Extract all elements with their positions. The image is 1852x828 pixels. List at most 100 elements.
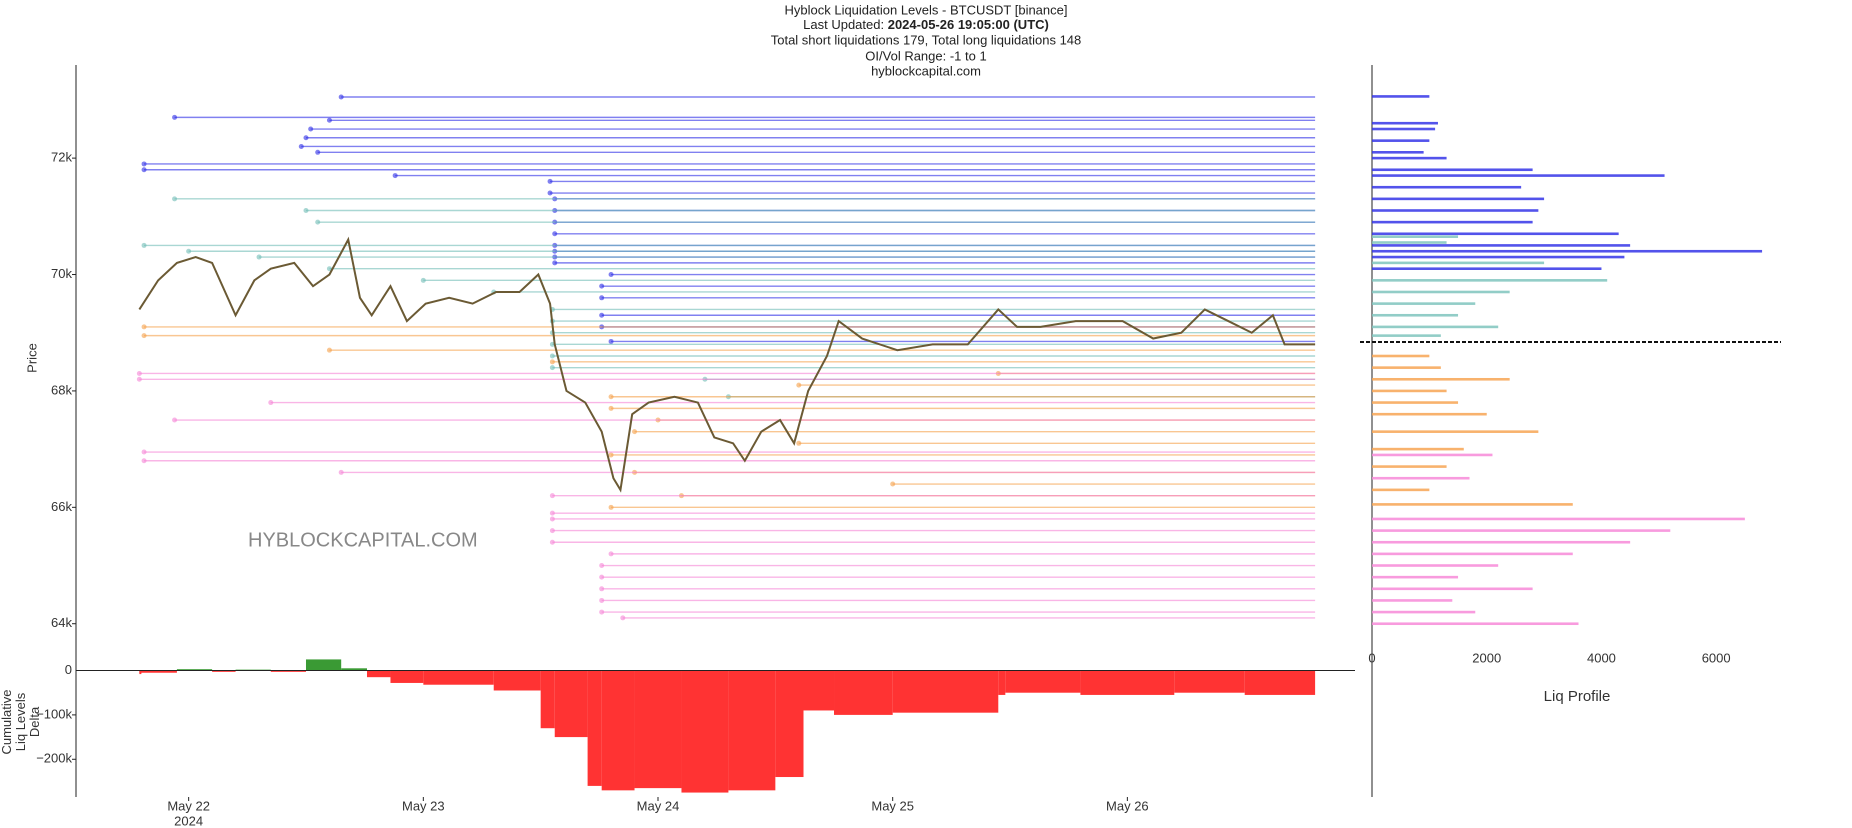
liq-level-start <box>890 481 896 487</box>
liq-level-start <box>303 135 309 141</box>
liq-level-start <box>392 173 398 179</box>
liq-level-start <box>599 283 605 289</box>
liq-level-start <box>608 551 614 557</box>
updated-label: Last Updated: <box>803 17 884 32</box>
liq-level-start <box>315 149 321 155</box>
liq-level-start <box>549 493 555 499</box>
delta-bar <box>493 670 541 691</box>
profile-bar <box>1372 430 1539 433</box>
profile-bar <box>1372 587 1533 591</box>
delta-bar <box>390 670 424 683</box>
range: OI/Vol Range: -1 to 1 <box>865 48 986 63</box>
liq-level-start <box>315 219 321 225</box>
liq-level-start <box>549 510 555 516</box>
liq-level-start <box>141 161 147 167</box>
liq-level-start <box>186 248 192 254</box>
profile-bar <box>1372 610 1476 614</box>
profile-bar <box>1372 325 1499 329</box>
liq-level-start <box>298 143 304 149</box>
site: hyblockcapital.com <box>871 63 981 78</box>
profile-bar <box>1372 313 1459 317</box>
profile-bar <box>1372 197 1545 201</box>
liq-level-start <box>549 365 555 371</box>
liq-level-start <box>608 405 614 411</box>
profile-bar <box>1372 389 1447 393</box>
profile-bar <box>1372 503 1573 506</box>
delta-bar <box>1005 670 1081 693</box>
liq-level-start <box>172 114 178 120</box>
profile-bar <box>1372 412 1487 416</box>
x-tick-label: 6000 <box>1702 650 1731 665</box>
x-tick-label: 4000 <box>1587 650 1616 665</box>
delta-bar <box>270 670 306 672</box>
delta-bar <box>540 670 555 729</box>
y-tick-label: 68k <box>51 382 72 397</box>
delta-bar <box>367 670 391 678</box>
liq-level-start <box>549 359 555 365</box>
y-axis-label-line: Delta <box>27 706 42 737</box>
liq-level-start <box>172 196 178 202</box>
profile-bar <box>1372 453 1493 457</box>
profile-bar <box>1372 174 1665 177</box>
delta-bar <box>554 670 588 738</box>
x-year-label: 2024 <box>174 813 203 828</box>
delta-bar <box>834 670 893 715</box>
liq-level-start <box>599 609 605 615</box>
y-tick-label: 64k <box>51 615 72 630</box>
liq-level-start <box>308 126 314 132</box>
y-tick-label: −200k <box>36 751 72 766</box>
profile-bar <box>1372 249 1763 253</box>
delta-bar <box>176 669 213 671</box>
profile-bar <box>1372 575 1459 579</box>
delta-bar <box>423 670 494 685</box>
delta-bar <box>775 670 804 778</box>
profile-bar <box>1372 334 1441 337</box>
liq-level-start <box>549 353 555 359</box>
profile-bar <box>1372 156 1447 160</box>
x-axis-label: Liq Profile <box>1544 688 1611 705</box>
title: Hyblock Liquidation Levels - BTCUSDT [bi… <box>784 2 1067 17</box>
liq-level-start <box>141 242 147 248</box>
profile-bar <box>1372 261 1545 265</box>
y-tick-label: 70k <box>51 266 72 281</box>
liq-level-start <box>796 382 802 388</box>
liq-level-start <box>268 400 274 406</box>
profile-bar <box>1372 241 1447 244</box>
y-axis-label-line: Liq Levels <box>13 692 28 751</box>
liq-level-start <box>256 254 262 260</box>
liq-level-start <box>549 539 555 545</box>
profile-bar <box>1372 377 1510 381</box>
delta-bar <box>681 670 729 793</box>
profile-bar <box>1372 185 1522 189</box>
profile-bar <box>1372 401 1459 404</box>
liq-level-start <box>608 394 614 400</box>
x-tick-label: May 24 <box>637 798 680 813</box>
profile-bar <box>1372 529 1671 532</box>
liq-level-start <box>141 449 147 455</box>
liq-level-start <box>599 574 605 580</box>
profile-bar <box>1372 95 1430 98</box>
liq-level-start <box>796 440 802 446</box>
x-tick-label: May 26 <box>1106 798 1149 813</box>
profile-bar <box>1372 290 1510 294</box>
liq-level-start <box>552 231 558 237</box>
liq-level-start <box>326 347 332 353</box>
liq-level-start <box>599 597 605 603</box>
profile-bar <box>1372 279 1608 282</box>
liq-level-start <box>141 167 147 173</box>
delta-bar <box>305 659 342 671</box>
liq-level-start <box>608 272 614 278</box>
profile-bar <box>1372 622 1579 626</box>
profile-bar <box>1372 488 1430 492</box>
delta-bar <box>139 670 177 673</box>
liq-level-start <box>620 615 626 621</box>
profile-bar <box>1372 552 1573 556</box>
delta-bar <box>892 670 999 713</box>
liq-level-start <box>599 312 605 318</box>
liq-level-start <box>326 117 332 123</box>
profile-bar <box>1372 151 1424 154</box>
profile-bar <box>1372 302 1476 305</box>
profile-bar <box>1372 564 1499 567</box>
x-tick-label: May 23 <box>402 798 445 813</box>
